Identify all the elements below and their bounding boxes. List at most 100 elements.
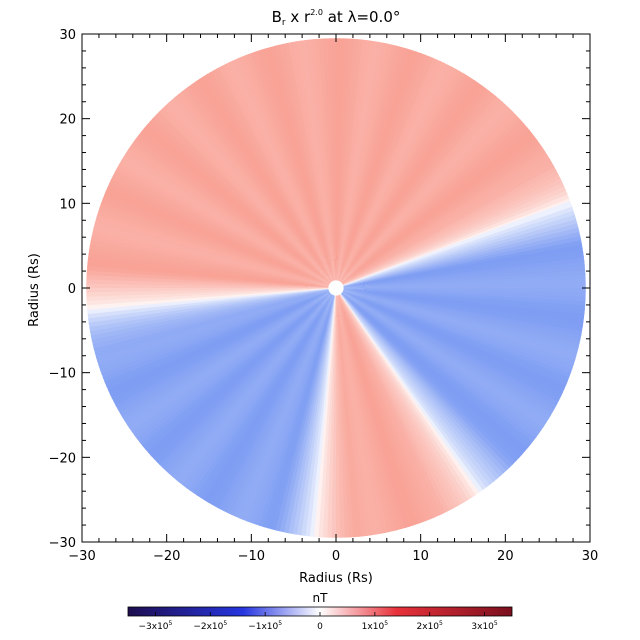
field-wedge <box>86 227 336 288</box>
colorbar-tick-label: −3x105 <box>138 620 172 632</box>
field-wedge <box>86 272 336 288</box>
field-wedge <box>290 288 336 538</box>
y-tick-label: −30 <box>49 536 76 551</box>
field-wedge <box>91 125 336 288</box>
colorbar-label: nT <box>313 591 329 605</box>
colorbar-tick-label: 3x105 <box>471 620 498 632</box>
field-wedge <box>165 288 336 527</box>
field-wedge <box>336 288 586 309</box>
field-wedge <box>305 288 336 538</box>
field-wedge <box>336 38 397 288</box>
field-wedge <box>86 174 336 288</box>
field-wedge <box>336 38 468 288</box>
field-wedge <box>336 43 499 288</box>
field-wedge <box>336 38 459 288</box>
field-wedge <box>90 288 336 448</box>
field-wedge <box>144 66 336 289</box>
field-wedge <box>336 288 586 344</box>
field-wedge <box>336 38 490 289</box>
x-tick-label: 20 <box>497 549 514 564</box>
field-wedge <box>336 38 431 288</box>
field-wedge <box>261 288 336 538</box>
field-wedge <box>173 288 336 533</box>
field-wedge <box>86 160 336 288</box>
field-wedge <box>336 74 538 288</box>
field-wedge <box>336 64 527 288</box>
field-wedge <box>100 113 336 288</box>
x-tick-label: −20 <box>153 549 180 564</box>
field-wedge <box>86 237 336 288</box>
field-wedge <box>336 288 586 314</box>
colorbar-tick-label: 1x105 <box>362 620 389 632</box>
field-wedge <box>222 288 336 538</box>
field-wedge <box>204 288 336 538</box>
field-wedge <box>336 38 477 288</box>
field-wedge <box>336 88 552 289</box>
y-tick-label: 30 <box>59 28 76 43</box>
field-wedge <box>131 288 336 498</box>
field-wedge <box>336 38 392 288</box>
field-wedge <box>86 252 336 288</box>
field-wedge <box>336 38 473 288</box>
field-wedge <box>236 288 336 538</box>
field-wedge <box>149 288 336 515</box>
field-wedge <box>136 72 336 288</box>
field-wedge <box>336 288 586 397</box>
axis-ticks: −30 −20 −10 0 10 20 30 −30 −20 −10 0 10 20 30 <box>49 28 599 564</box>
field-wedge <box>336 38 436 288</box>
field-wedge <box>145 288 336 512</box>
field-wedge <box>336 288 586 324</box>
field-wedge <box>336 38 481 288</box>
field-wedge <box>112 97 336 288</box>
field-wedge <box>97 117 337 288</box>
field-wedge <box>295 288 336 538</box>
field-wedge <box>336 58 519 289</box>
field-wedge <box>191 288 336 538</box>
field-wedge <box>119 90 336 288</box>
field-wedge <box>86 156 336 288</box>
field-wedge <box>126 83 336 288</box>
field-wedge <box>336 288 586 388</box>
field-wedge <box>109 101 337 288</box>
field-wedge <box>134 288 336 502</box>
field-wedge <box>138 288 336 505</box>
field-wedge <box>98 288 336 460</box>
field-wedge <box>336 288 520 517</box>
plot-area: −30 −20 −10 0 10 20 30 −30 −20 −10 0 10 20 30 <box>49 28 599 564</box>
field-wedge <box>280 288 336 538</box>
field-wedge <box>94 121 336 289</box>
field-wedge <box>336 288 586 433</box>
field-wedge <box>115 94 336 289</box>
colorbar-tick-label: −2x105 <box>193 620 227 632</box>
field-wedge <box>86 217 336 288</box>
field-wedge <box>336 112 571 288</box>
field-wedge <box>336 288 500 532</box>
field-wedge <box>156 56 336 289</box>
field-wedge <box>336 38 445 288</box>
field-wedge <box>86 193 336 288</box>
field-wedge <box>336 38 407 288</box>
chart-title: Br x r2.0 at λ=0.0° <box>272 8 401 28</box>
field-wedge <box>336 288 586 442</box>
field-wedge <box>336 38 377 288</box>
field-wedge <box>106 105 336 289</box>
field-wedge <box>336 288 575 459</box>
field-wedge <box>86 138 336 288</box>
field-wedge <box>122 86 336 289</box>
field-wedge <box>86 198 336 288</box>
field-wedge <box>86 242 336 288</box>
colorbar-tick-label: −1x105 <box>248 620 282 632</box>
field-wedge <box>164 50 336 289</box>
field-wedge <box>336 288 586 402</box>
field-wedge <box>142 288 336 509</box>
field-wedge <box>336 108 568 288</box>
field-wedge <box>336 288 586 416</box>
y-tick-label: −10 <box>49 367 76 382</box>
field-wedge <box>336 38 440 288</box>
field-wedge <box>336 288 586 378</box>
field-wedge <box>336 288 581 451</box>
field-wedge <box>336 55 515 288</box>
field-wedge <box>270 288 336 538</box>
field-wedge <box>336 128 582 288</box>
field-wedge <box>336 288 512 523</box>
